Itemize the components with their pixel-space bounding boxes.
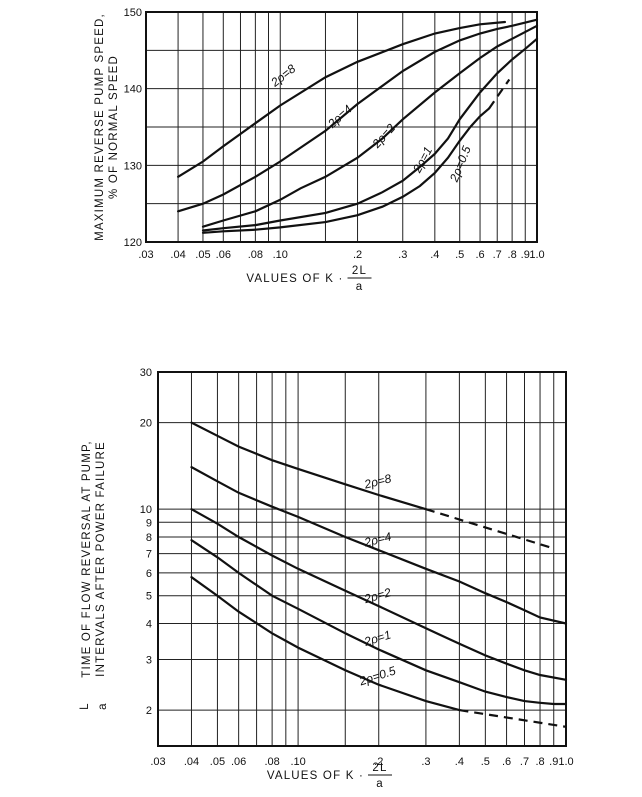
series-line [177,20,506,178]
x-tick-label: .10 [290,756,305,768]
series-label: 2ρ=1 [410,144,436,176]
x-tick-label: .2 [374,756,383,768]
series-label: 2ρ=0.5 [447,144,474,185]
series-line [201,37,539,232]
y-axis-label-denominator: a [97,702,109,710]
y-tick-label: 7 [146,549,152,561]
series-line [190,576,461,712]
x-tick-label: .5 [455,249,464,261]
x-tick-label: .04 [170,249,185,261]
y-tick-label: 130 [124,160,142,172]
x-tick-label: .06 [231,756,246,768]
y-axis-label-line: % OF NORMAL SPEED [108,55,120,199]
y-axis-label-line: TIME OF FLOW REVERSAL AT PUMP, [81,440,93,678]
x-axis-label: VALUES OF K · [267,770,364,782]
x-tick-label: .8 [508,249,517,261]
x-tick-label: .9 [549,756,558,768]
y-axis-label-numerator: L [79,702,91,710]
y-tick-label: 30 [140,367,152,379]
series-label: 2ρ=8 [362,471,393,491]
top-chart: .03 .04 .05 .06 .08 .10 .2 .3 .4 .5 .6 .7 .8 .9 1.0 120… [94,7,545,293]
bottom-chart: .03 .04 .05 .06 .08 .10 .2 .3 .4 .5 .6 .7 .8 .9 1.0 2 3 4… [79,367,574,790]
x-axis-label-denominator: a [356,281,364,293]
y-tick-label: 10 [140,504,152,516]
x-tick-label: .05 [195,249,210,261]
x-tick-label: .3 [421,756,430,768]
x-tick-label: .2 [353,249,362,261]
x-tick-label: .7 [493,249,502,261]
x-tick-label: .4 [430,249,439,261]
x-tick-label: .6 [475,249,484,261]
x-tick-label: .06 [216,249,231,261]
x-tick-label: .05 [210,756,225,768]
series-label: 2ρ=8 [267,61,298,90]
y-tick-label: 4 [146,619,152,631]
x-tick-label: .03 [138,249,153,261]
x-axis-label: VALUES OF K · [246,273,343,285]
series-line [177,18,539,213]
x-tick-label: .5 [481,756,490,768]
x-tick-label: .10 [273,249,288,261]
x-axis-label-numerator: 2L [352,265,367,277]
series-line-extrapolated [425,508,555,550]
x-tick-label: .7 [520,756,529,768]
x-axis-label-denominator: a [376,778,384,790]
x-tick-label: .6 [502,756,511,768]
series-line [190,466,568,625]
plot-frame [145,11,538,243]
x-tick-label: 1.0 [529,249,544,261]
x-tick-label: .04 [184,756,199,768]
x-tick-label: .08 [248,249,263,261]
x-tick-label: .8 [535,756,544,768]
y-tick-label: 120 [124,237,142,249]
y-tick-label: 3 [146,654,152,666]
series-label: 2ρ=2 [362,585,393,606]
x-tick-label: .08 [264,756,279,768]
series-line [190,421,427,511]
y-axis-label-line: MAXIMUM REVERSE PUMP SPEED, [94,13,106,241]
y-tick-label: 6 [146,568,152,580]
x-tick-label: .4 [455,756,464,768]
x-tick-label: .03 [150,756,165,768]
y-tick-label: 150 [124,7,142,19]
y-tick-label: 2 [146,705,152,717]
series-line [201,107,491,234]
series-label: 2ρ=4 [362,529,393,549]
y-tick-label: 20 [140,418,152,430]
series-line-extrapolated [488,78,511,110]
x-axis-label-numerator: 2L [372,762,387,774]
y-tick-label: 5 [146,591,152,603]
x-tick-label: 1.0 [558,756,573,768]
series-line [190,539,568,706]
x-tick-label: .9 [521,249,530,261]
x-tick-label: .3 [398,249,407,261]
y-axis-label-line: INTERVALS AFTER POWER FAILURE [95,441,107,677]
plot-frame [157,371,567,747]
series-line-extrapolated [459,709,567,728]
y-tick-label: 8 [146,532,152,544]
series-label: 2ρ=1 [362,628,393,650]
y-tick-label: 140 [124,84,142,96]
series-line [190,508,568,681]
y-tick-label: 9 [146,517,152,529]
series-line [201,24,539,228]
